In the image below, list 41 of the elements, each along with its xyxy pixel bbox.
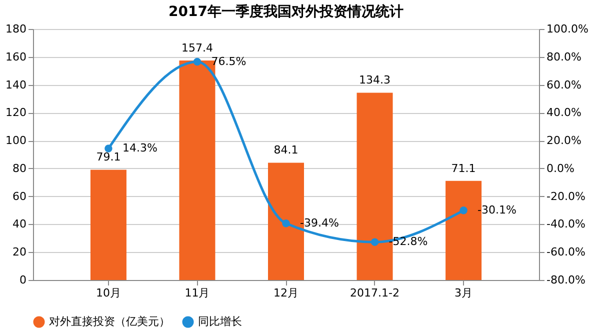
point [282, 220, 290, 228]
y-tick-label: 40 [12, 218, 26, 231]
point [460, 206, 468, 214]
y2-tick-label: -60.0% [546, 246, 586, 259]
data-label: 157.4 [181, 42, 213, 55]
chart-title: 2017年一季度我国对外投资情况统计 [168, 3, 404, 20]
data-label: 134.3 [359, 74, 391, 87]
y-tick-label: 0 [20, 274, 26, 286]
y-tick-label: 180 [6, 22, 26, 36]
y2-tick-label: 80.0% [546, 50, 582, 64]
y-tick-label: 60 [12, 190, 26, 203]
legend-label: 同比增长 [198, 315, 242, 328]
y2-tick-label: 0.0% [546, 162, 574, 175]
y2-tick-label: -20.0% [546, 190, 586, 203]
y-tick-label: 80 [12, 162, 26, 175]
x-tick-label: 10月 [96, 286, 121, 300]
y-tick-label: 120 [6, 106, 26, 120]
data-label: 84.1 [274, 144, 298, 157]
point [370, 238, 379, 246]
y-tick-label: 160 [6, 50, 26, 64]
legend-label: 对外直接投资（亿美元） [49, 315, 170, 328]
y2-tick-label: 20.0% [546, 134, 582, 148]
y-tick-label: 100 [6, 134, 26, 148]
y2-tick-label: -40.0% [546, 218, 586, 231]
point [193, 58, 202, 66]
data-label: 71.1 [451, 162, 476, 175]
y2-tick-label: -80.0% [546, 274, 586, 286]
y-tick-label: 20 [12, 246, 26, 259]
data-label: 79.1 [96, 150, 121, 164]
y2-tick-label: 60.0% [546, 78, 582, 92]
y2-tick-label: 100.0% [546, 22, 588, 36]
x-tick-label: 11月 [184, 286, 210, 300]
y2-tick-label: 40.0% [546, 106, 582, 120]
point [104, 144, 112, 152]
x-tick-label: 3月 [454, 286, 473, 300]
bar [90, 170, 126, 280]
x-tick-label: 2017.1-2 [350, 286, 400, 300]
x-tick-label: 12月 [274, 286, 298, 300]
data-label: 14.3% [122, 142, 158, 155]
data-label: 76.5% [211, 54, 246, 68]
y-tick-label: 140 [6, 78, 26, 92]
